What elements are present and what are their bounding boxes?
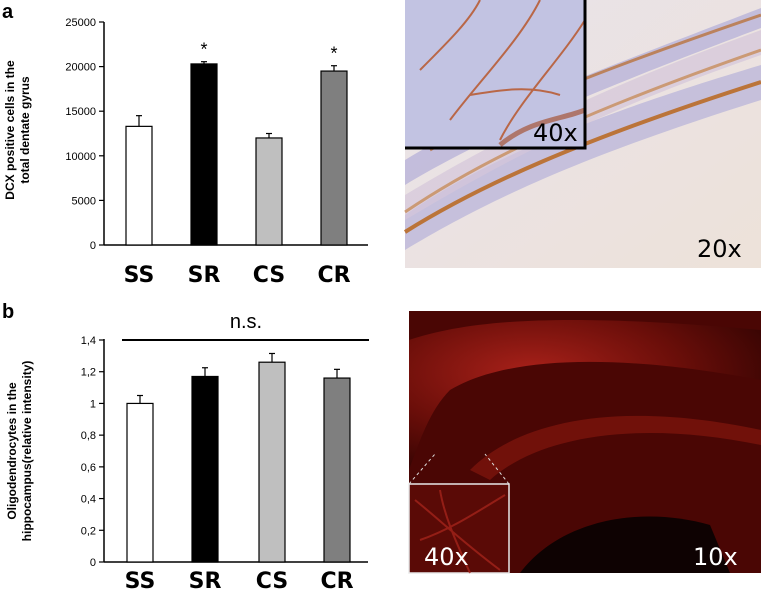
y-tick-label: 1,4 [81, 335, 96, 347]
bar-cr [323, 377, 351, 563]
bar-ss [126, 402, 154, 563]
y-tick-label: 20000 [65, 62, 96, 74]
micrograph-b: 40x 10x [408, 311, 761, 574]
category-label-cs: CS [253, 263, 285, 288]
chart-b-ylabel-line2: hippocampus(relative intensity) [20, 361, 34, 542]
bar-cr [320, 70, 348, 246]
inset-b-border [408, 483, 510, 574]
micrograph-a-magnification: 20x [697, 235, 742, 263]
y-tick-label: 0,8 [81, 430, 96, 442]
chart-b-ylabel-line1: Oligodendrocytes in the [5, 382, 19, 520]
significance-marker: * [200, 40, 207, 60]
inset-b-zoom-line-left [408, 453, 436, 485]
bar-cs [255, 137, 283, 246]
y-tick-label: 5000 [72, 195, 96, 207]
y-tick-label: 15000 [65, 106, 96, 118]
inset-a-background [405, 0, 585, 148]
fluorescent-hippocampus-outer [409, 319, 761, 470]
inset-a-soma-cluster [498, 107, 586, 147]
significance-marker: * [330, 44, 337, 64]
panel-label-a: a [2, 1, 14, 23]
micrograph-b-magnification: 10x [693, 543, 738, 571]
inset-a-dendrites [419, 0, 586, 141]
chart-b: Oligodendrocytes in the hippocampus(rela… [5, 311, 369, 594]
bar-sr [191, 375, 219, 563]
inset-a-border [405, 0, 587, 150]
category-label-sr: SR [188, 263, 221, 288]
ventricle-dark-region [520, 516, 730, 573]
chart-a: DCX positive cells in the total dentate … [3, 17, 368, 288]
chart-a-ylabel-line1: DCX positive cells in the [3, 60, 17, 200]
category-label-cr: CR [320, 569, 353, 592]
category-label-cs: CS [256, 569, 288, 592]
category-label-sr: SR [189, 569, 222, 592]
chart-a-ylabel-line2: total dentate gyrus [18, 76, 32, 184]
bar-ss [125, 125, 153, 246]
y-tick-label: 25000 [65, 17, 96, 29]
y-tick-label: 0 [90, 557, 96, 569]
inset-a-magnification: 40x [533, 119, 578, 147]
dcx-band-lower [403, 80, 761, 234]
category-label-ss: SS [124, 263, 155, 288]
panel-label-b: b [2, 301, 14, 323]
y-tick-label: 0,6 [81, 462, 96, 474]
ns-annotation: n.s. [230, 311, 262, 333]
y-tick-label: 10000 [65, 151, 96, 163]
y-tick-label: 0,4 [81, 494, 96, 506]
inset-b-magnification: 40x [424, 543, 469, 571]
category-label-ss: SS [125, 569, 156, 592]
micrograph-a: 40x 20x [403, 0, 761, 268]
bar-sr [190, 63, 218, 246]
inset-b-zoom-line-right [484, 453, 510, 485]
y-tick-label: 0 [90, 240, 96, 252]
y-tick-label: 0,2 [81, 525, 96, 537]
y-tick-label: 1,2 [81, 367, 96, 379]
y-tick-label: 1 [90, 398, 96, 410]
fluorescent-hippocampus-band [470, 415, 761, 480]
category-label-cr: CR [317, 263, 350, 288]
inset-b-fibers [414, 489, 506, 574]
bar-cs [258, 361, 286, 563]
